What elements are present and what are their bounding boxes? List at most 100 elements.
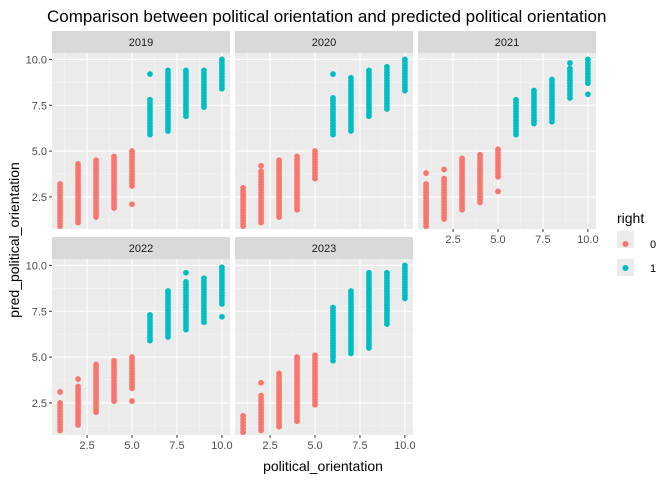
legend-key-0 [622, 241, 629, 247]
legend-title: right [617, 210, 644, 226]
data-point [165, 288, 171, 294]
data-point [585, 91, 591, 98]
x-axis-title: political_orientation [263, 458, 383, 474]
data-point [75, 383, 81, 390]
facet-strip-label: 2022 [129, 243, 153, 255]
x-tick-label: 7.5 [352, 440, 367, 452]
data-point [147, 312, 153, 318]
y-tick-label: 5.0 [32, 352, 47, 364]
data-point [147, 96, 153, 103]
data-point [441, 166, 447, 173]
data-point [330, 95, 336, 101]
data-point [495, 146, 501, 153]
facet-panel-2023: 2023 2.5 5.0 7.5 10.0 [235, 237, 416, 452]
data-point [423, 170, 429, 176]
facet-strip-label: 2021 [495, 37, 519, 49]
x-tick-label: 10.0 [394, 440, 415, 452]
data-point [459, 155, 465, 162]
chart-title: Comparison between political orientation… [47, 7, 606, 26]
y-tick-label: 7.5 [32, 306, 47, 318]
data-point [219, 56, 225, 63]
data-point [402, 262, 408, 269]
data-point [567, 60, 573, 66]
data-point [276, 157, 282, 164]
data-point [183, 269, 189, 276]
data-point [366, 269, 372, 276]
x-tick-label: 10.0 [211, 440, 232, 452]
data-point [513, 96, 519, 103]
data-point [75, 161, 81, 167]
x-tick-label: 2.5 [262, 440, 277, 452]
data-point [330, 304, 336, 311]
y-tick-label: 2.5 [32, 398, 47, 410]
data-point [585, 56, 591, 63]
data-point [276, 370, 282, 377]
legend-key-1 [622, 265, 629, 271]
data-point [423, 181, 429, 187]
data-point [57, 389, 63, 395]
data-point [183, 279, 189, 285]
legend-key-0-bg [617, 231, 634, 248]
facet-strip-label: 2020 [312, 37, 336, 49]
data-point [147, 71, 153, 77]
x-tick-label: 5.0 [490, 234, 505, 246]
facet-strip [235, 31, 413, 53]
facet-strip [418, 31, 596, 53]
y-tick-label: 2.5 [32, 192, 47, 204]
data-point [165, 67, 171, 74]
data-point [201, 275, 207, 282]
data-point [312, 352, 318, 359]
data-point [441, 175, 447, 182]
legend: right 0 1 [617, 210, 656, 276]
data-point [258, 162, 264, 169]
data-point [330, 357, 336, 364]
data-point [129, 148, 135, 154]
x-tick-label: 7.5 [535, 234, 550, 246]
legend-label-0: 0 [650, 239, 656, 251]
data-point [93, 157, 99, 164]
data-point [240, 412, 246, 419]
y-tick-label: 5.0 [32, 146, 47, 158]
data-point [384, 63, 390, 70]
x-tick-label: 10.0 [577, 234, 598, 246]
x-tick-label: 2.5 [79, 440, 94, 452]
data-point [330, 71, 336, 77]
data-point [93, 361, 99, 368]
data-point [183, 67, 189, 74]
x-tick-label: 5.0 [307, 440, 322, 452]
data-point [219, 264, 225, 271]
data-point [384, 269, 390, 276]
data-point [111, 357, 117, 364]
data-point [258, 392, 264, 399]
data-point [258, 379, 264, 386]
data-point [348, 74, 354, 81]
facet-panel-2021: 2021 2.5 5.0 7.5 10.0 [418, 31, 599, 246]
data-point [294, 354, 300, 360]
facet-panel-2019: 2019 2.5 5.0 7.5 10.0 [26, 31, 230, 230]
data-point [294, 153, 300, 160]
y-axis-title: pred_political_orientation [6, 162, 22, 318]
facet-panel-2020: 2020 [235, 31, 413, 230]
data-point [567, 65, 573, 72]
data-point [129, 398, 135, 404]
data-point [57, 400, 63, 406]
data-point [129, 201, 135, 208]
facet-strip [52, 237, 230, 259]
data-point [75, 376, 81, 382]
data-point [111, 153, 117, 160]
data-point [348, 288, 354, 294]
facet-strip-label: 2023 [312, 243, 336, 255]
data-point [549, 76, 555, 83]
data-point [240, 184, 246, 191]
x-tick-label: 2.5 [445, 234, 460, 246]
data-point [402, 56, 408, 63]
facet-strip [235, 237, 413, 259]
x-tick-label: 5.0 [124, 440, 139, 452]
data-point [129, 354, 135, 360]
data-point [366, 67, 372, 74]
facet-strip-label: 2019 [129, 37, 153, 49]
y-tick-label: 7.5 [32, 100, 47, 112]
facet-strip [52, 31, 230, 53]
